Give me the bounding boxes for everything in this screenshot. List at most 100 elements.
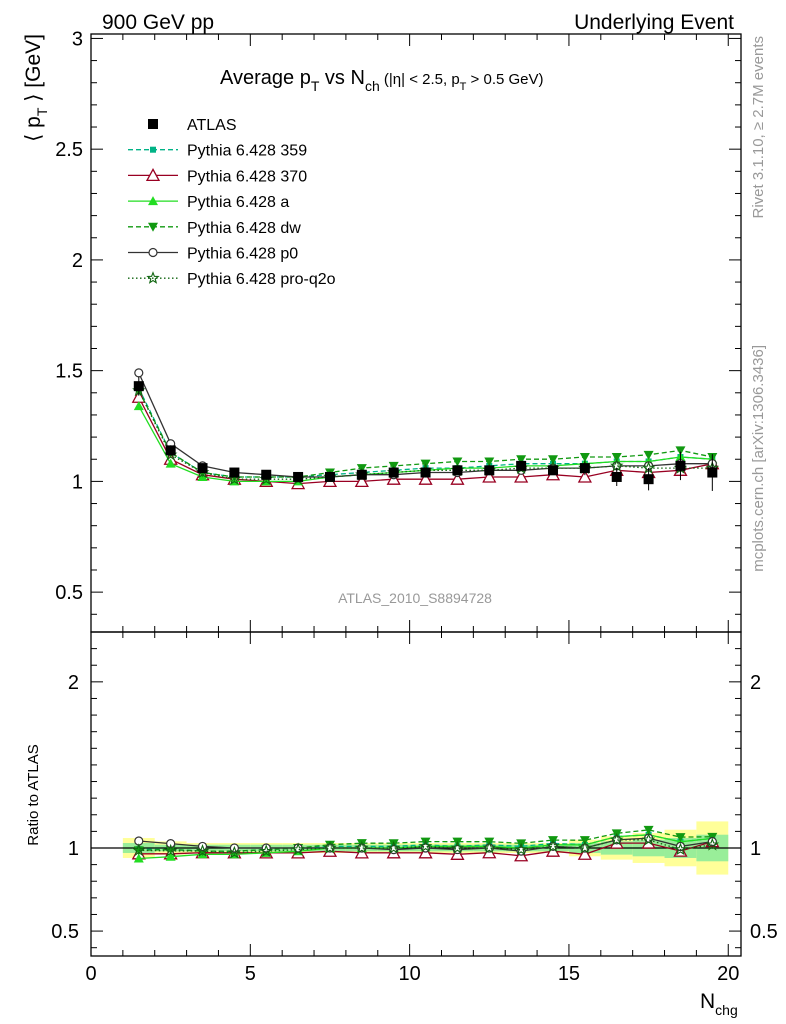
legend-marker-0	[150, 146, 156, 153]
series-3-ratio-point-1	[165, 845, 176, 855]
data-point-13	[548, 465, 559, 476]
rivet-label: Rivet 3.1.10, ≥ 2.7M events	[750, 36, 767, 219]
data-point-6	[324, 471, 335, 482]
data-point-0	[133, 381, 144, 392]
data-point-15	[611, 471, 622, 482]
legend-entry-0: Pythia 6.428 359	[128, 143, 307, 160]
mcplots-label: mcplots.cern.ch [arXiv:1306.3436]	[750, 345, 767, 572]
legend: ATLAS Pythia 6.428 359 Pythia 6.428 370 Pyt…	[128, 117, 336, 288]
ratio-plot	[131, 825, 720, 863]
ratio-y-tick-label-right-1: 1	[750, 838, 761, 860]
legend-label-0: Pythia 6.428 359	[187, 143, 307, 160]
series-3-ratio-point-17	[675, 833, 686, 843]
series-4-ratio-point-17	[675, 841, 686, 852]
series-1-point-12	[514, 469, 529, 483]
plot-title-main-sub: T	[311, 78, 320, 94]
main-y-tick-label-3: 2	[72, 250, 83, 272]
legend-label-3: Pythia 6.428 dw	[187, 220, 301, 237]
main-ylabel-a: ⟨ p	[22, 116, 45, 142]
x-axis-label-main: N	[700, 990, 715, 1013]
main-y-tick-label-1: 1	[72, 471, 83, 493]
series-5-ratio-point-0	[132, 843, 146, 857]
ratio-y-tick-label-1: 1	[68, 838, 79, 860]
series-5-ratio-point-8	[387, 840, 401, 854]
series-5-ratio-point-15	[610, 832, 624, 846]
ratio-y-tick-label-2: 2	[68, 672, 79, 694]
data-point-16	[643, 474, 654, 485]
series-5-ratio-point-13	[546, 839, 560, 853]
plot-title-vs-sub: ch	[365, 78, 380, 94]
series-5-ratio-point-6	[323, 840, 337, 854]
series-1-point-7	[354, 474, 369, 488]
series-5-ratio-point-1	[163, 843, 178, 857]
data-point-12	[516, 460, 527, 471]
data-point-11	[484, 465, 495, 476]
analysis-id: ATLAS_2010_S8894728	[338, 590, 492, 606]
legend-marker-data	[148, 119, 158, 129]
series-1-point-9	[418, 471, 433, 485]
legend-label-5: Pythia 6.428 pro-q2o	[187, 271, 336, 288]
x-tick-label-2: 10	[399, 963, 421, 985]
x-axis-label-sub: chg	[715, 1002, 738, 1018]
data-point-9	[420, 467, 431, 478]
series-1-point-14	[577, 469, 592, 483]
series-5-ratio-point-2	[195, 843, 210, 857]
series-3-point-12	[516, 455, 527, 465]
header-left: 900 GeV pp	[102, 11, 214, 34]
series-5-ratio-point-12	[514, 842, 528, 856]
series-5-ratio-point-5	[291, 842, 305, 856]
ratio-frame	[90, 631, 742, 957]
legend-marker-3	[148, 222, 158, 232]
legend-label-4: Pythia 6.428 p0	[187, 246, 298, 263]
data-point-5	[293, 471, 304, 482]
ratio-y-tick-label-right-0: 0.5	[750, 921, 778, 943]
data-point-18	[707, 467, 718, 478]
ratio-ylabel: Ratio to ATLAS	[25, 744, 42, 845]
series-4-ratio-point-4	[261, 843, 271, 853]
plot-title-cuts-sub: T	[460, 81, 467, 93]
data-point-10	[452, 465, 463, 476]
legend-entry-3: Pythia 6.428 dw	[128, 220, 301, 237]
legend-entry-4: Pythia 6.428 p0	[128, 246, 298, 263]
x-tick-label-3: 15	[558, 963, 580, 985]
legend-marker-5	[146, 271, 160, 284]
series-5-ratio-point-10	[450, 840, 465, 854]
main-y-tick-label-0: 0.5	[55, 582, 83, 604]
series-5-ratio-point-18	[705, 837, 720, 851]
series-4-point-0	[134, 368, 144, 378]
series-5-ratio-point-9	[418, 839, 433, 853]
series-3-point-13	[548, 455, 559, 465]
series-5-ratio-point-16	[641, 832, 656, 846]
data-point-17	[675, 460, 686, 471]
series-2-point-0	[133, 401, 144, 411]
series-2-ratio-point-0	[133, 853, 144, 863]
data-point-8	[388, 467, 399, 478]
series-5-ratio-point-3	[227, 845, 242, 859]
series-3-point-11	[484, 457, 495, 467]
data-point-3	[229, 467, 240, 478]
series-4-ratio-point-18	[707, 837, 717, 847]
series-5-ratio-point-11	[482, 840, 496, 854]
main-ylabel: ⟨ pT ⟩ [GeV]	[22, 34, 50, 142]
legend-entry-2: Pythia 6.428 a	[128, 194, 289, 211]
series-2-ratio-point-1	[165, 851, 176, 861]
data-point-14	[579, 463, 590, 474]
main-plot	[131, 368, 720, 491]
series-5-ratio-point-7	[355, 840, 369, 854]
ratio-y-tick-label-0: 0.5	[51, 921, 79, 943]
x-tick-label-0: 0	[85, 963, 96, 985]
series-1-point-11	[482, 469, 497, 483]
legend-label-2: Pythia 6.428 a	[187, 194, 289, 211]
plot-title-cuts-b: > 0.5 GeV)	[466, 71, 543, 88]
series-2-point-1	[165, 458, 176, 468]
x-tick-label-1: 5	[245, 963, 256, 985]
data-point-1	[165, 445, 176, 456]
series-3-point-14	[579, 453, 590, 463]
data-point-2	[197, 463, 208, 474]
main-y-tick-label-2: 1.5	[55, 361, 83, 383]
series-3-point-16	[643, 450, 654, 460]
legend-entry-5: Pythia 6.428 pro-q2o	[128, 271, 336, 288]
legend-label-data: ATLAS	[187, 117, 237, 134]
legend-marker-1	[145, 168, 161, 182]
